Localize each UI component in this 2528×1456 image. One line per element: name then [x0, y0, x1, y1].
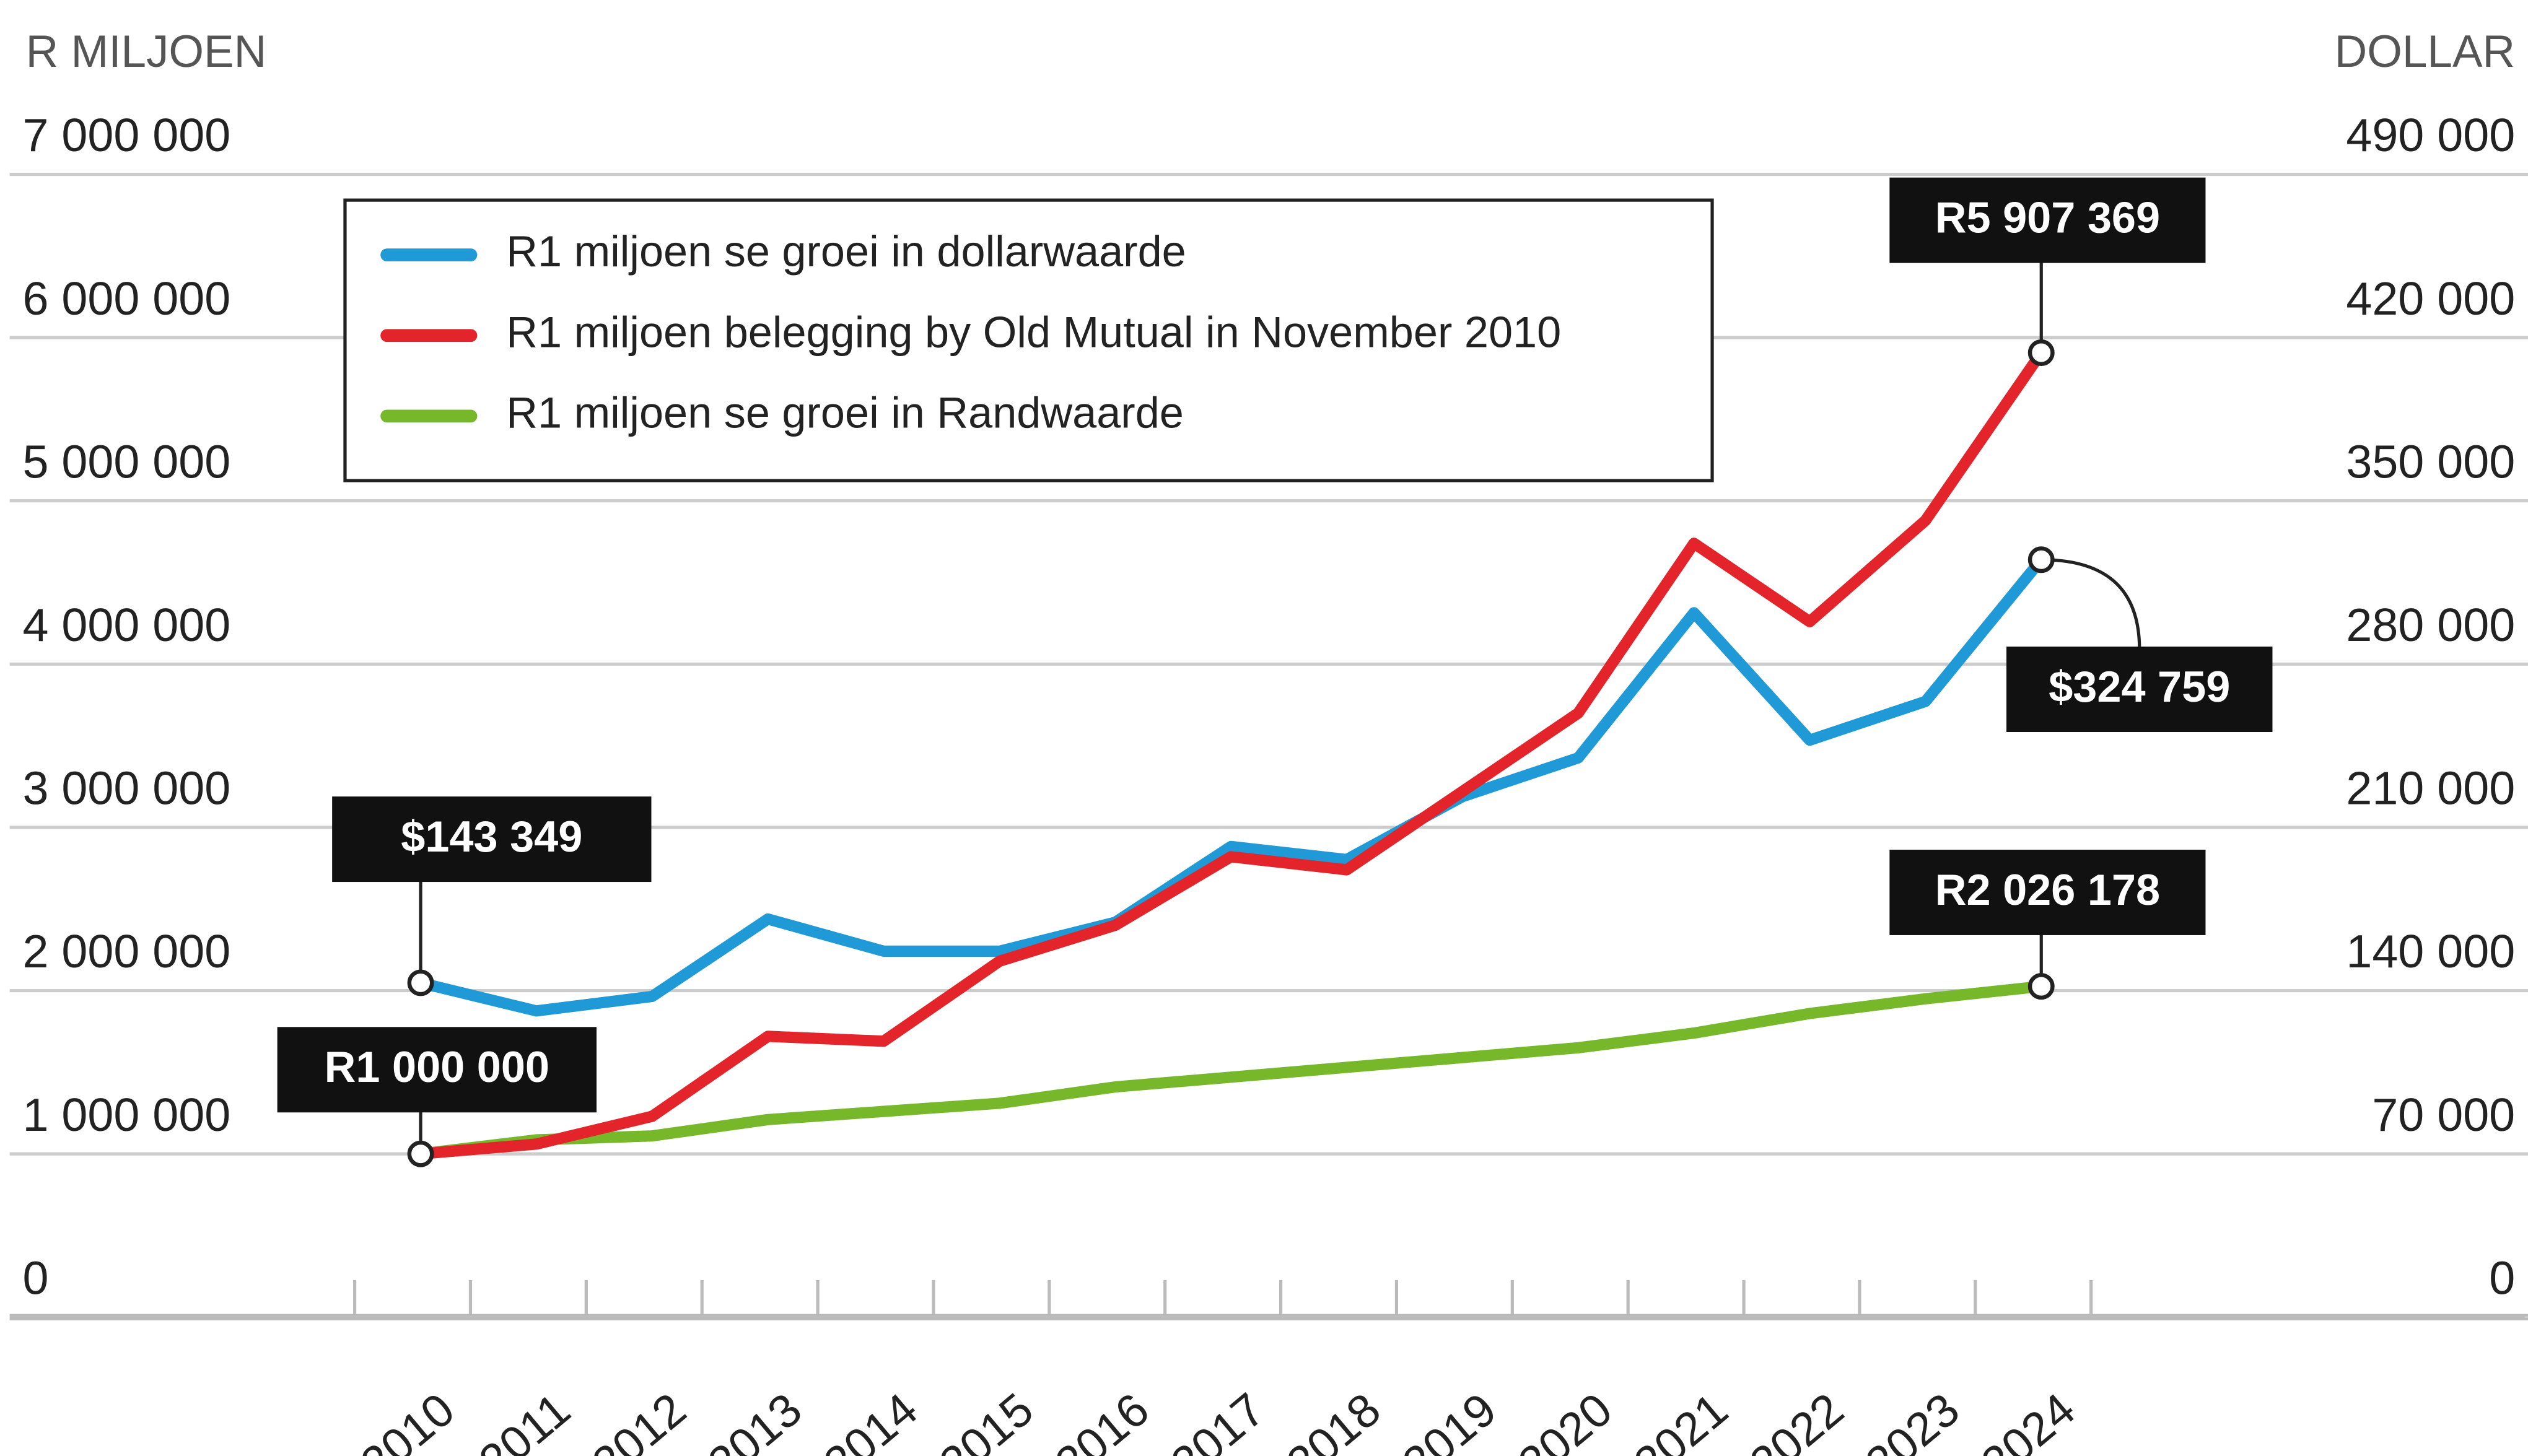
y-tick-label: 3 000 000	[22, 762, 230, 814]
y2-tick-label: 0	[2489, 1252, 2515, 1304]
point-marker	[2027, 973, 2055, 1000]
legend-box	[343, 198, 1714, 482]
y-tick-label: 5 000 000	[22, 435, 230, 487]
y2-tick-label: 210 000	[2346, 762, 2515, 814]
x-tick-label: 2014	[814, 1383, 927, 1456]
y-tick-label: 2 000 000	[22, 925, 230, 977]
point-marker	[407, 969, 434, 996]
annotation-box	[1889, 177, 2206, 263]
x-tick-label: 2010	[351, 1383, 464, 1456]
y-axis-label: R MILJOEN	[26, 27, 267, 77]
x-tick-label: 2018	[1277, 1383, 1390, 1456]
y2-tick-label: 490 000	[2346, 109, 2515, 161]
x-tick-label: 2015	[930, 1383, 1043, 1456]
y-tick-label: 1 000 000	[22, 1089, 230, 1141]
annotation-box	[332, 796, 652, 883]
series-line	[419, 556, 2046, 1017]
x-tick-label: 2017	[1161, 1383, 1274, 1456]
point-marker	[2027, 546, 2055, 573]
x-tick-label: 2021	[1624, 1383, 1738, 1456]
y2-tick-label: 70 000	[2372, 1089, 2515, 1141]
annotation: $143 349	[401, 812, 582, 861]
y2-tick-label: 350 000	[2346, 435, 2515, 487]
annotation: $324 759	[2049, 662, 2230, 711]
annotation-box	[277, 1027, 597, 1113]
x-tick-label: 2022	[1740, 1383, 1853, 1456]
series-line	[419, 980, 2042, 1160]
annotation: R2 026 178	[1935, 865, 2160, 914]
y2-tick-label: 140 000	[2346, 925, 2515, 977]
y-tick-label: 6 000 000	[22, 272, 230, 325]
annotation-box	[2006, 647, 2273, 733]
connector	[2041, 558, 2141, 647]
y-tick-label: 7 000 000	[22, 109, 230, 161]
y2-axis-label: DOLLAR	[2335, 27, 2516, 77]
x-tick-label: 2019	[1393, 1383, 1506, 1456]
legend-label: R1 miljoen se groei in Randwaarde	[506, 388, 1184, 437]
x-tick-label: 2020	[1508, 1383, 1622, 1456]
series-line	[420, 349, 2046, 1160]
x-tick-label: 2016	[1046, 1383, 1159, 1456]
x-tick-label: 2024	[1972, 1383, 2085, 1456]
legend-label: R1 miljoen belegging by Old Mutual in No…	[506, 307, 1561, 356]
legend-label: R1 miljoen se groei in dollarwaarde	[506, 227, 1186, 276]
y2-tick-label: 420 000	[2346, 272, 2515, 325]
annotation: R5 907 369	[1935, 193, 2160, 242]
annotation-box	[1889, 850, 2206, 935]
y-tick-label: 4 000 000	[22, 599, 230, 651]
point-marker	[2027, 339, 2055, 366]
y2-tick-label: 280 000	[2346, 599, 2515, 651]
x-tick-label: 2023	[1856, 1383, 1969, 1456]
x-tick-label: 2013	[698, 1383, 811, 1456]
annotation: R1 000 000	[325, 1042, 549, 1091]
x-tick-label: 2012	[582, 1383, 696, 1456]
x-tick-label: 2011	[470, 1383, 580, 1456]
point-marker	[407, 1140, 434, 1167]
y-tick-label: 0	[22, 1252, 48, 1304]
